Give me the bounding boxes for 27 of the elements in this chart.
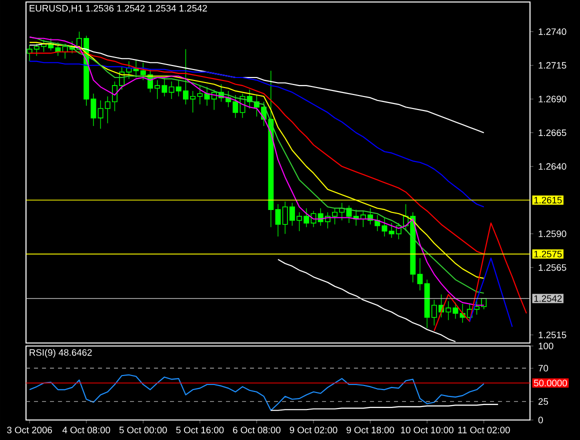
x-tick-label: 10 Oct 10:00 <box>401 426 454 434</box>
y-tick-label: 70 <box>538 364 548 372</box>
ref-line-label: 1.2575 <box>534 250 562 258</box>
y-tick-label: 25 <box>538 398 548 405</box>
y-tick-label: 1.2715 <box>538 62 566 69</box>
y-tick-label: 1.2515 <box>538 332 566 338</box>
x-tick-label: 3 Oct 2006 <box>7 426 52 434</box>
y-tick-label: 1.2590 <box>538 230 566 238</box>
y-tick-label: 1.2565 <box>538 264 566 271</box>
y-tick-label: 1.2640 <box>538 163 566 170</box>
x-tick-label: 9 Oct 18:00 <box>346 426 394 434</box>
ref-line-label: 50.0000 <box>534 380 567 386</box>
x-tick-label: 4 Oct 08:00 <box>62 426 110 434</box>
chart-title: RSI(9) 48.6462 <box>30 348 92 358</box>
x-tick-label: 5 Oct 16:00 <box>176 426 224 434</box>
ref-line-label: 1.2615 <box>534 196 562 204</box>
y-tick-label: 1.2690 <box>538 96 566 102</box>
x-tick-label: 9 Oct 02:00 <box>290 426 338 434</box>
y-tick-label: 0 <box>538 416 543 424</box>
x-tick-label: 11 Oct 02:00 <box>458 426 510 434</box>
ref-line-label: 1.2542 <box>534 295 562 302</box>
y-tick-label: 1.2665 <box>538 129 566 136</box>
chart-title: EURUSD,H1 1.2536 1.2542 1.2534 1.2542 <box>30 4 207 13</box>
y-tick-label: 1.2740 <box>538 28 566 35</box>
x-tick-label: 6 Oct 08:00 <box>233 426 280 434</box>
y-tick-label: 100 <box>538 342 554 350</box>
x-tick-label: 5 Oct 00:00 <box>119 426 167 434</box>
